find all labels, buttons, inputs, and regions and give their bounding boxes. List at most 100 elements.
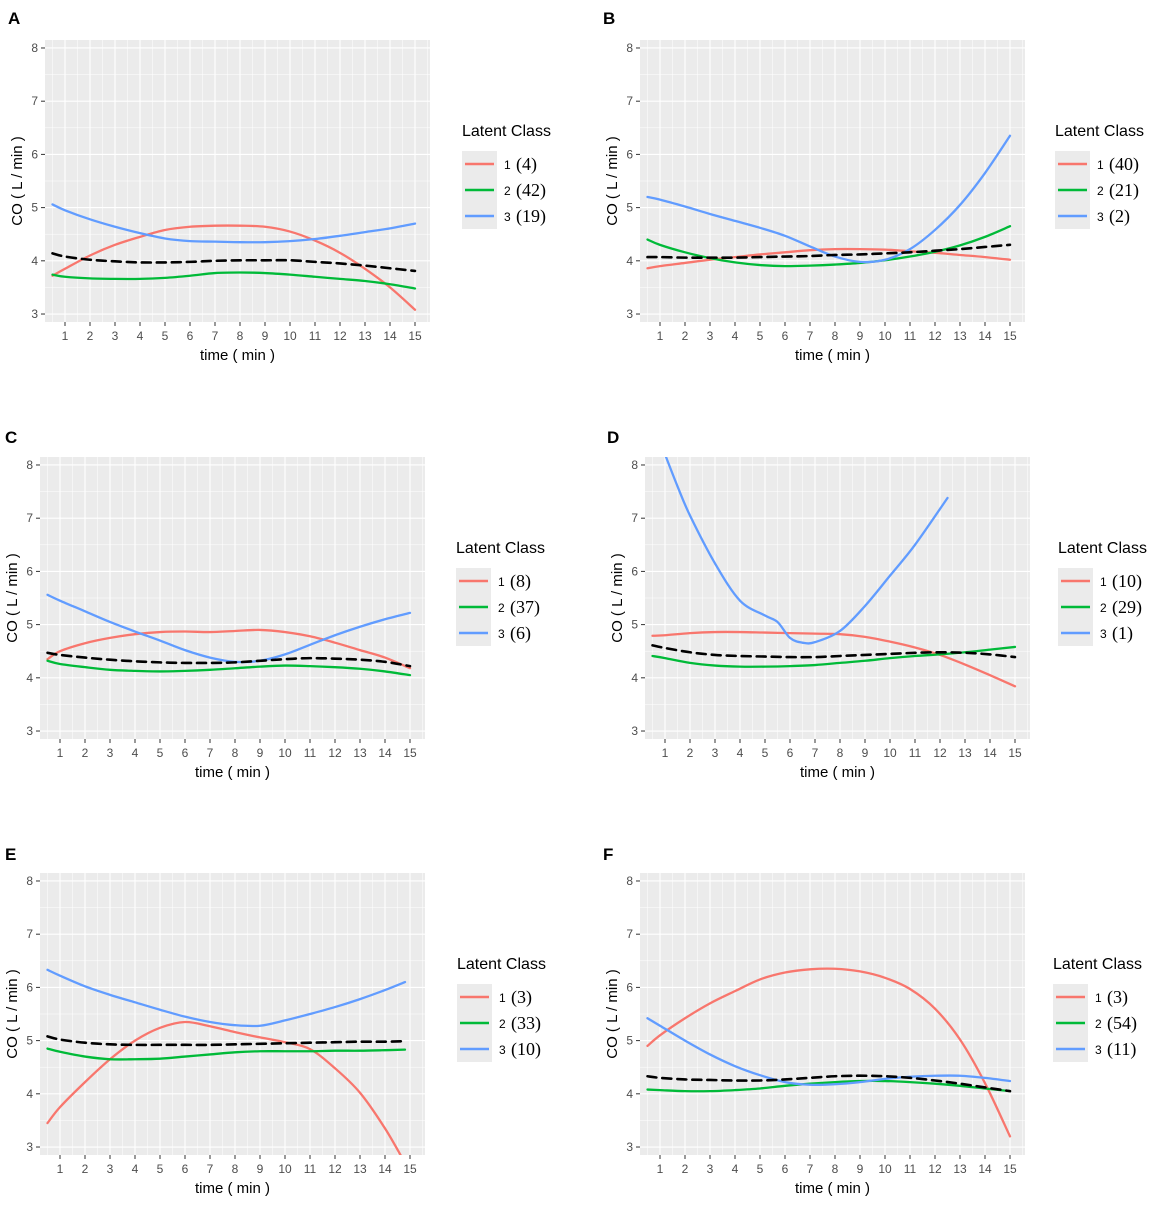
panel-e-xtick-label: 2 <box>82 1162 89 1176</box>
panel-f-xtick-label: 4 <box>732 1162 739 1176</box>
panel-a-legend-code: 3 <box>504 210 511 224</box>
panel-c-legend-title: Latent Class <box>456 540 545 557</box>
panel-e-xtick-label: 13 <box>353 1162 367 1176</box>
panel-a-legend-item-3: 3 (19) <box>462 203 546 229</box>
panel-e-ytick-label: 8 <box>26 874 33 888</box>
panel-b-xtick-label: 14 <box>978 329 992 343</box>
panel-e-xtick-label: 10 <box>278 1162 292 1176</box>
panel-d-series-group <box>651 457 1017 688</box>
panel-b-xtick-label: 10 <box>878 329 892 343</box>
panel-e-xtick-label: 8 <box>232 1162 239 1176</box>
panel-e-legend: Latent Class 1 (3) 2 (33) 3 (10) <box>457 956 546 1062</box>
panel-c-y-axis-title: CO ( L / min ) <box>4 553 21 642</box>
panel-a-legend-code: 2 <box>504 184 511 198</box>
panel-c-x-axis-title: time ( min ) <box>195 764 270 781</box>
panel-e-x-axis-title: time ( min ) <box>195 1180 270 1197</box>
panel-e-legend-item-2: 2 (33) <box>457 1010 541 1036</box>
panel-b-xtick-label: 15 <box>1003 329 1017 343</box>
panel-d-xtick-label: 5 <box>762 746 769 760</box>
panel-e-legend-count: (3) <box>511 987 532 1008</box>
panel-d-ytick-label: 7 <box>631 511 638 525</box>
panel-b-series-group <box>646 134 1012 270</box>
panel-e-legend-code: 2 <box>499 1017 506 1031</box>
panel-f-legend-count: (54) <box>1107 1013 1137 1034</box>
panel-f-xtick-label: 11 <box>904 1162 917 1176</box>
panel-f-ytick-label: 6 <box>626 980 633 994</box>
panel-d-legend-title: Latent Class <box>1058 540 1147 557</box>
panel-f-ytick-label: 3 <box>626 1140 633 1154</box>
panel-d-xtick-label: 11 <box>909 746 922 760</box>
panel-d-xtick-label: 13 <box>958 746 972 760</box>
panel-a-xtick-label: 6 <box>187 329 194 343</box>
panel-b-xtick-label: 9 <box>857 329 864 343</box>
panel-a-series-class-3-line <box>51 203 417 244</box>
panel-b-grid <box>640 40 1025 322</box>
panel-c-legend-item-2: 2 (37) <box>456 594 540 620</box>
panel-a-xtick-label: 12 <box>333 329 347 343</box>
panel-a-xtick-label: 3 <box>112 329 119 343</box>
panel-b-x-axis-title: time ( min ) <box>795 347 870 364</box>
panel-e-letter: E <box>5 845 16 864</box>
panel-e-series-class-3-line <box>46 968 407 1028</box>
panel-c-xtick-label: 2 <box>82 746 89 760</box>
panel-d-series-class-1-line <box>651 630 1017 688</box>
panel-a-legend-count: (19) <box>516 206 546 227</box>
panel-f-grid <box>640 873 1025 1155</box>
panel-b-series-class-3-line <box>646 134 1012 264</box>
panel-b-xtick-label: 11 <box>904 329 917 343</box>
panel-a-series-group <box>51 203 417 311</box>
panel-c-ytick-label: 8 <box>26 458 33 472</box>
panel-a-legend-item-1: 1 (4) <box>462 151 537 177</box>
panel-f-legend-code: 3 <box>1095 1043 1102 1057</box>
panel-d-legend-item-3: 3 (1) <box>1058 620 1133 646</box>
panel-d-xtick-label: 2 <box>687 746 694 760</box>
panel-e-grid <box>40 873 425 1155</box>
panel-c-legend-count: (6) <box>510 623 531 644</box>
panel-c-xtick-label: 8 <box>232 746 239 760</box>
panel-b-ytick-label: 7 <box>626 94 633 108</box>
panel-d-legend-count: (10) <box>1112 571 1142 592</box>
panel-e-legend-item-3: 3 (10) <box>457 1036 541 1062</box>
panel-b-series-class-1-line <box>646 247 1012 270</box>
panel-f-letter: F <box>603 845 613 864</box>
panel-d-y-axis-title: CO ( L / min ) <box>609 553 626 642</box>
panel-c-ytick-label: 5 <box>26 618 33 632</box>
panel-b-legend: Latent Class 1 (40) 2 (21) 3 (2) <box>1055 123 1144 229</box>
panel-f-xtick-label: 7 <box>807 1162 814 1176</box>
panel-d-x-axis-title: time ( min ) <box>800 764 875 781</box>
panel-c-xtick-label: 12 <box>328 746 342 760</box>
panel-d-legend-code: 1 <box>1100 575 1107 589</box>
panel-e-legend-title: Latent Class <box>457 956 546 973</box>
panel-b-y-axis-title: CO ( L / min ) <box>604 136 621 225</box>
panel-f-xtick-label: 10 <box>878 1162 892 1176</box>
panel-b-ytick-label: 5 <box>626 201 633 215</box>
panel-f-legend-title: Latent Class <box>1053 956 1142 973</box>
panel-a-series-class-2-line <box>51 271 417 290</box>
panel-b-xtick-label: 13 <box>953 329 967 343</box>
panel-d-xtick-label: 15 <box>1008 746 1022 760</box>
panel-d-legend-code: 3 <box>1100 627 1107 641</box>
panel-f-xtick-label: 3 <box>707 1162 714 1176</box>
panel-f-xtick-label: 8 <box>832 1162 839 1176</box>
panel-a-legend-item-2: 2 (42) <box>462 177 546 203</box>
panel-b-legend-code: 1 <box>1097 158 1104 172</box>
panel-f-series-class-1-line <box>646 967 1012 1138</box>
panel-a-xtick-label: 2 <box>87 329 94 343</box>
panel-f-xtick-label: 12 <box>928 1162 942 1176</box>
panel-a-ytick-label: 6 <box>31 147 38 161</box>
panel-e-xtick-label: 11 <box>304 1162 317 1176</box>
panel-e-xtick-label: 5 <box>157 1162 164 1176</box>
panel-f-legend-count: (3) <box>1107 987 1128 1008</box>
panel-c-legend-item-1: 1 (8) <box>456 568 531 594</box>
panel-d-xtick-label: 1 <box>662 746 669 760</box>
panel-d-ytick-label: 3 <box>631 724 638 738</box>
panel-f-xtick-label: 15 <box>1003 1162 1017 1176</box>
panel-f-series-overall-dashed-line <box>646 1074 1012 1093</box>
panel-d-legend-count: (29) <box>1112 597 1142 618</box>
panel-a-series-overall-dashed-line <box>51 252 417 273</box>
panel-d-legend-item-1: 1 (10) <box>1058 568 1142 594</box>
panel-c-xtick-label: 3 <box>107 746 114 760</box>
panel-d-xtick-label: 6 <box>787 746 794 760</box>
panel-c-xtick-label: 9 <box>257 746 264 760</box>
